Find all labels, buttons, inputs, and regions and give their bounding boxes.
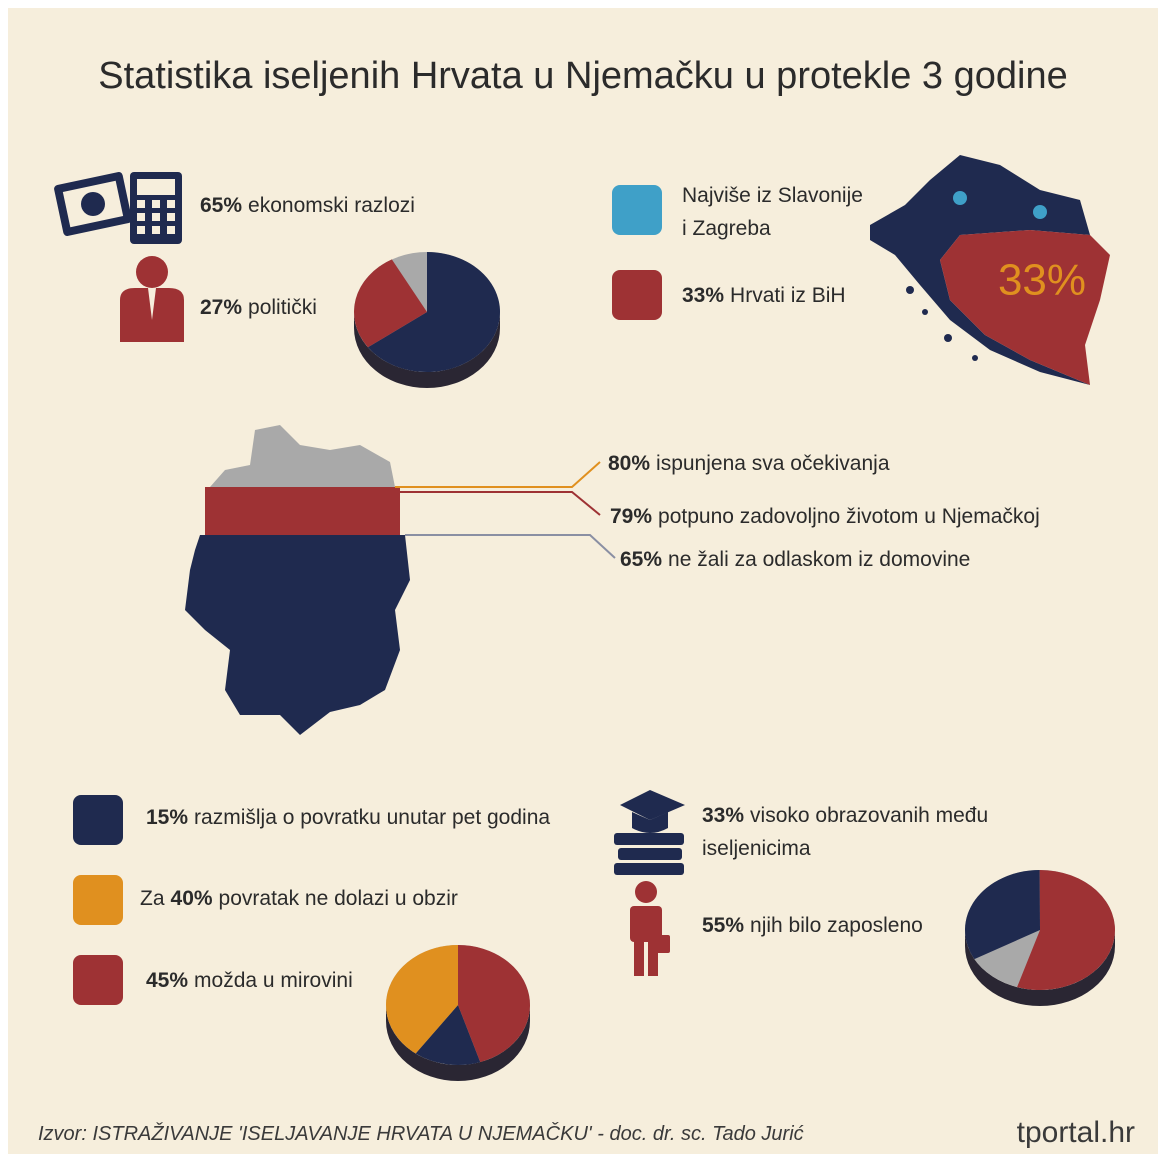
percent: 79%	[610, 505, 652, 528]
logo: tportal.hr	[1017, 1116, 1135, 1149]
region-text: i Zagreba	[682, 217, 771, 240]
connector-lines	[395, 461, 616, 559]
pie-slice	[1017, 870, 1116, 990]
percent: 65%	[620, 548, 662, 571]
reason: 65% ekonomski razlozi	[200, 194, 415, 217]
germany-stat: 80% ispunjena sva očekivanja	[608, 452, 890, 475]
money-icon	[54, 172, 182, 244]
croatia-map	[870, 155, 1110, 385]
text: visoko obrazovanih među	[750, 804, 988, 827]
percent: 55%	[702, 914, 744, 937]
pie-side	[354, 312, 500, 388]
percent: 45%	[146, 969, 188, 992]
reason: 27% politički	[200, 296, 317, 319]
person-icon	[120, 256, 184, 342]
title: Statistika iseljenih Hrvata u Njemačku u…	[98, 55, 1068, 97]
text: njih bilo zaposleno	[750, 914, 923, 937]
germany-stat: 65% ne žali za odlaskom iz domovine	[620, 548, 970, 571]
pie-slice	[458, 944, 530, 1063]
source: Izvor: ISTRAŽIVANJE 'ISELJAVANJE HRVATA …	[38, 1122, 804, 1145]
percent: 33%	[702, 804, 744, 827]
text: razmišlja o povratku unutar pet godina	[194, 806, 550, 829]
pie-slice	[367, 252, 500, 372]
percent: 33%	[682, 284, 724, 307]
legend-swatch	[612, 270, 662, 320]
education-stat: 55% njih bilo zaposleno	[702, 914, 923, 937]
percent: 65%	[200, 194, 242, 217]
percent: 40%	[171, 887, 213, 910]
text: možda u mirovini	[194, 969, 353, 992]
map-label: 33%	[998, 256, 1086, 305]
bih-text: 33% Hrvati iz BiH	[682, 284, 846, 307]
text: ekonomski razlozi	[248, 194, 415, 217]
percent: 80%	[608, 452, 650, 475]
return-stat: Za 40% povratak ne dolazi u obzir	[140, 887, 458, 910]
pie-slice	[415, 1005, 481, 1065]
text: povratak ne dolazi u obzir	[219, 887, 458, 910]
pie-side	[386, 1005, 530, 1081]
pie-slice	[386, 945, 458, 1054]
text: Za	[140, 887, 165, 910]
return-stat: 45% možda u mirovini	[146, 969, 353, 992]
pie-slice	[354, 259, 427, 348]
legend-swatch	[612, 185, 662, 235]
legend-swatch	[73, 955, 123, 1005]
pie-slice	[965, 870, 1040, 960]
germany-stat: 79% potpuno zadovoljno životom u Njemačko…	[610, 505, 1040, 528]
return-stat: 15% razmišlja o povratku unutar pet godin…	[146, 806, 550, 829]
text: politički	[248, 296, 317, 319]
legend-swatch	[73, 875, 123, 925]
text: ispunjena sva očekivanja	[656, 452, 890, 475]
legend-swatch	[73, 795, 123, 845]
education-stat: 33% visoko obrazovanih među	[702, 804, 988, 827]
education-text: iseljenicima	[702, 837, 811, 860]
region-text: Najviše iz Slavonije	[682, 184, 863, 207]
pie-side	[965, 930, 1115, 1006]
text: Hrvati iz BiH	[730, 284, 846, 307]
percent: 15%	[146, 806, 188, 829]
text: potpuno zadovoljno životom u Njemačkoj	[658, 505, 1040, 528]
text: ne žali za odlaskom iz domovine	[668, 548, 970, 571]
germany-map	[185, 425, 410, 735]
worker-icon	[630, 881, 670, 976]
education-icon	[614, 790, 685, 875]
percent: 27%	[200, 296, 242, 319]
